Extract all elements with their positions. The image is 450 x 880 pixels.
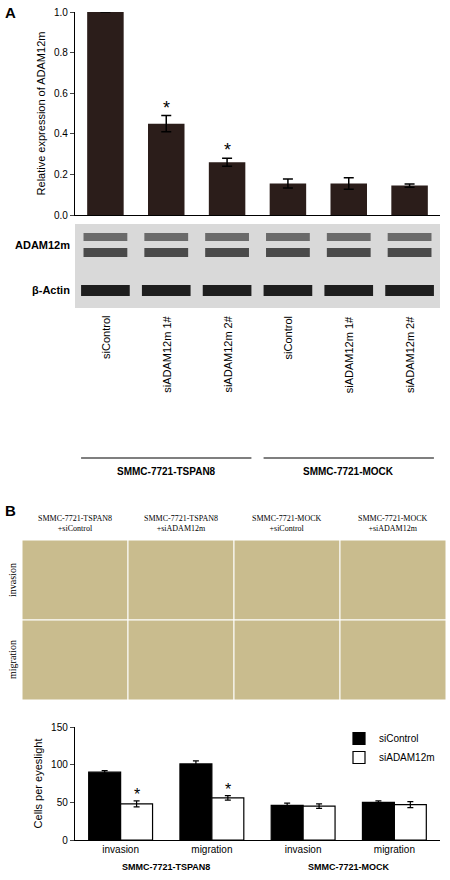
svg-text:0.6: 0.6 [54,88,68,99]
svg-text:siADAM12m 2#: siADAM12m 2# [404,316,416,393]
svg-text:invasion: invasion [102,844,139,855]
svg-text:B: B [5,502,16,519]
svg-text:SMMC-7721-MOCK+siControl: SMMC-7721-MOCK+siControl [252,514,322,533]
svg-text:*: * [134,786,140,803]
svg-text:SMMC-7721-MOCK: SMMC-7721-MOCK [308,862,390,872]
svg-text:SMMC-7721-TSPAN8: SMMC-7721-TSPAN8 [117,466,216,477]
svg-text:migration: migration [191,844,232,855]
svg-text:150: 150 [51,722,68,733]
svg-text:siControl: siControl [282,316,294,359]
svg-text:*: * [225,781,231,798]
svg-text:Cells per eyeslight: Cells per eyeslight [32,739,44,829]
svg-text:0: 0 [62,835,68,846]
svg-text:SMMC-7721-MOCK: SMMC-7721-MOCK [303,466,394,477]
svg-text:siADAM12m 1#: siADAM12m 1# [161,315,173,392]
svg-text:0.8: 0.8 [54,47,68,58]
svg-text:migration: migration [374,844,415,855]
svg-text:siControl: siControl [100,316,112,359]
svg-text:ADAM12m: ADAM12m [15,239,70,251]
svg-text:SMMC-7721-TSPAN8: SMMC-7721-TSPAN8 [122,862,210,872]
svg-text:0.0: 0.0 [54,210,68,221]
svg-text:invasion: invasion [7,563,18,597]
svg-text:SMMC-7721-TSPAN8+siControl: SMMC-7721-TSPAN8+siControl [38,514,112,533]
svg-text:A: A [5,4,16,21]
svg-text:0.2: 0.2 [54,169,68,180]
svg-text:invasion: invasion [285,844,322,855]
svg-text:siADAM12m: siADAM12m [379,752,435,763]
svg-text:siADAM12m 1#: siADAM12m 1# [343,316,355,393]
svg-text:siControl: siControl [379,733,418,744]
svg-text:*: * [163,98,170,118]
svg-text:Relative expression of ADAM12m: Relative expression of ADAM12m [35,32,47,196]
svg-text:SMMC-7721-MOCK+siADAM12m: SMMC-7721-MOCK+siADAM12m [358,514,428,533]
svg-text:siADAM12m 2#: siADAM12m 2# [222,315,234,392]
svg-text:*: * [224,140,231,160]
svg-text:1.0: 1.0 [54,7,68,18]
svg-text:100: 100 [51,759,68,770]
svg-text:SMMC-7721-TSPAN8+siADAM12m: SMMC-7721-TSPAN8+siADAM12m [144,514,218,533]
svg-text:50: 50 [57,797,69,808]
svg-text:migration: migration [7,640,18,679]
svg-text:β-Actin: β-Actin [32,284,70,296]
svg-text:0.4: 0.4 [54,128,68,139]
